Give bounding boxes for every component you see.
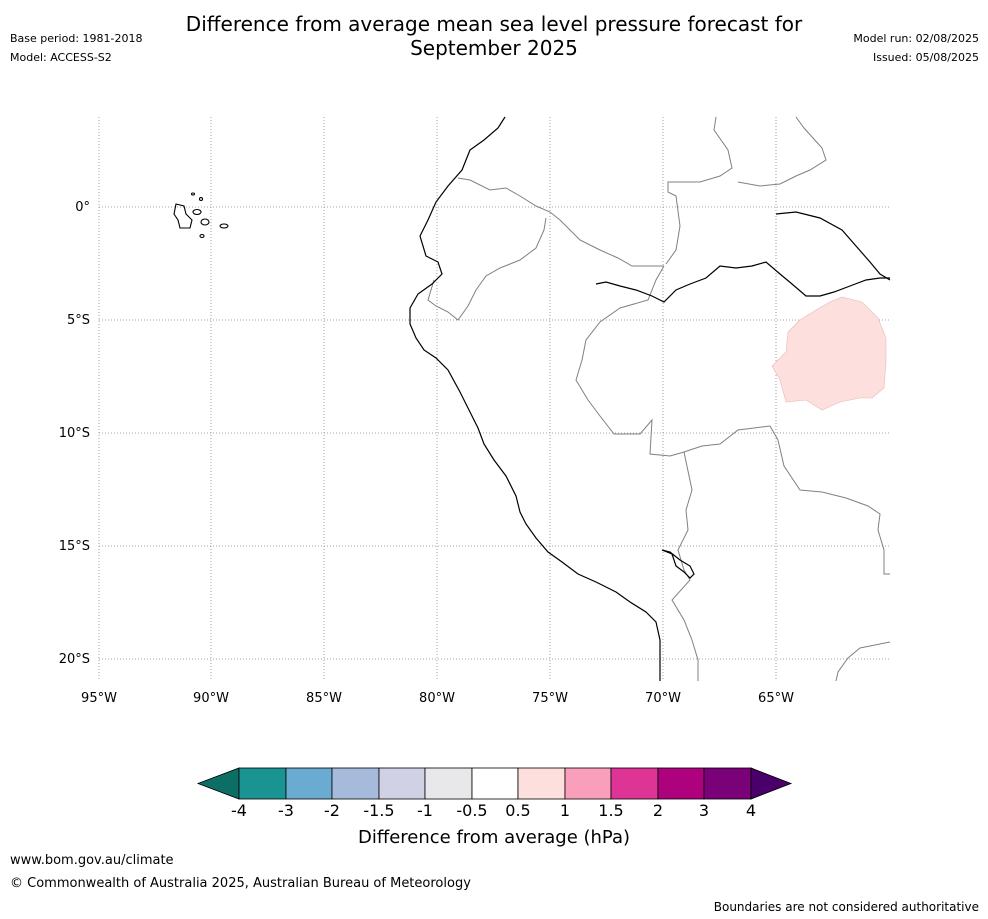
colorbar-tick-label: 0.5 — [505, 801, 530, 820]
colorbar-tick-label: 4 — [746, 801, 756, 820]
colorbar-tick-label: -2 — [324, 801, 340, 820]
disclaimer-text: Boundaries are not considered authoritat… — [713, 900, 979, 914]
coastlines — [409, 116, 891, 681]
colorbar: -4 -3 -2 -1.5 -1 -0.5 0.5 1 1.5 2 3 4 Di… — [196, 767, 793, 848]
colorbar-segment — [703, 767, 752, 800]
colorbar-tick-label: -1 — [417, 801, 433, 820]
colorbar-segment — [285, 767, 333, 800]
lon-label: 65°W — [758, 691, 794, 706]
border-colombia-venezuela — [665, 116, 733, 265]
anomaly-region-0p5-1 — [771, 296, 887, 411]
border-peru-brazil — [575, 265, 771, 457]
lon-label: 75°W — [532, 691, 568, 706]
island-floreana — [199, 233, 205, 239]
base-period: Base period: 1981-2018 — [10, 32, 143, 45]
colorbar-tick-label: 3 — [699, 801, 709, 820]
model-run: Model run: 02/08/2025 — [853, 32, 979, 45]
colorbar-tick-label: -0.5 — [456, 801, 487, 820]
colorbar-tick-label: -1.5 — [363, 801, 394, 820]
border-paraguay — [835, 641, 891, 682]
gridlines — [98, 117, 890, 681]
island-santa-cruz — [200, 218, 210, 226]
island-marchena — [198, 196, 204, 202]
lon-label: 95°W — [81, 691, 117, 706]
border-ecuador-peru — [427, 217, 547, 321]
island-santiago — [192, 208, 202, 216]
colorbar-segment — [657, 767, 705, 800]
colorbar-tick-label: -3 — [278, 801, 294, 820]
colorbar-tick-label: 1.5 — [598, 801, 623, 820]
border-brazil-bolivia — [769, 425, 890, 575]
border-venezuela-brazil — [737, 116, 827, 187]
coastline-pacific — [409, 116, 661, 681]
colorbar-segment — [517, 767, 566, 800]
model-name: Model: ACCESS-S2 — [10, 51, 112, 64]
lat-label: 5°S — [67, 313, 90, 328]
island-san-cristobal — [219, 223, 229, 229]
title-line-1: Difference from average mean sea level p… — [185, 12, 803, 36]
lon-label: 80°W — [419, 691, 455, 706]
lat-label: 20°S — [59, 652, 90, 667]
chart-title: Difference from average mean sea level p… — [0, 12, 988, 60]
longitude-labels: 95°W 90°W 85°W 80°W 75°W 70°W 65°W — [81, 691, 794, 706]
lon-label: 70°W — [645, 691, 681, 706]
colorbar-tick-label: 1 — [560, 801, 570, 820]
copyright-text: © Commonwealth of Australia 2025, Austra… — [10, 876, 471, 891]
colorbar-segment — [238, 767, 287, 800]
colorbar-segment — [424, 767, 473, 800]
lon-label: 90°W — [193, 691, 229, 706]
colorbar-title: Difference from average (hPa) — [358, 827, 630, 848]
website-link[interactable]: www.bom.gov.au/climate — [10, 853, 174, 868]
colorbar-segment — [564, 767, 612, 800]
river-amazon — [595, 261, 890, 303]
island-isabela — [173, 203, 193, 229]
colorbar-high-arrow — [750, 767, 793, 800]
colorbar-segment — [471, 767, 519, 800]
lat-label: 10°S — [59, 426, 90, 441]
issued-date: Issued: 05/08/2025 — [872, 51, 979, 64]
galapagos-islands — [173, 192, 229, 239]
lat-label: 0° — [75, 200, 90, 215]
border-colombia-ecuador — [457, 177, 664, 267]
colorbar-low-arrow — [196, 767, 240, 800]
island-pinta — [190, 192, 196, 196]
latitude-labels: 0° 5°S 10°S 15°S 20°S — [59, 200, 90, 667]
colorbar-segment — [331, 767, 380, 800]
lat-label: 15°S — [59, 539, 90, 554]
lon-label: 85°W — [306, 691, 342, 706]
colorbar-segment — [610, 767, 659, 800]
title-line-2: September 2025 — [410, 36, 578, 60]
river-negro — [775, 211, 891, 281]
lake-titicaca — [661, 549, 695, 579]
colorbar-tick-label: -4 — [231, 801, 247, 820]
colorbar-tick-label: 2 — [653, 801, 663, 820]
colorbar-segment — [378, 767, 426, 800]
country-borders — [427, 116, 891, 682]
